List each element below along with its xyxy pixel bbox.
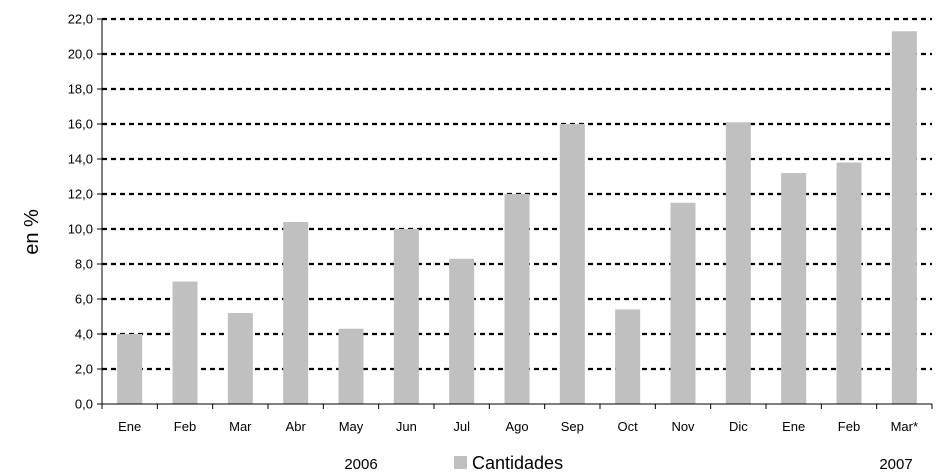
- x-tick-label: Sep: [561, 419, 584, 434]
- y-tick-label: 20,0: [68, 47, 93, 62]
- bar: [172, 281, 198, 404]
- legend: Cantidades: [454, 453, 563, 473]
- x-tick-label: May: [339, 419, 364, 434]
- bar: [393, 229, 419, 404]
- y-tick-label: 14,0: [68, 152, 93, 167]
- x-tick-label: Jul: [453, 419, 470, 434]
- x-tick-label: Abr: [286, 419, 307, 434]
- y-tick-label: 0,0: [75, 397, 93, 412]
- year-label-2006: 2006: [344, 456, 377, 473]
- y-tick-label: 8,0: [75, 257, 93, 272]
- x-tick-label: Feb: [174, 419, 196, 434]
- bar: [836, 162, 862, 404]
- bar: [891, 31, 917, 404]
- x-tick-label: Feb: [838, 419, 860, 434]
- y-tick-label: 18,0: [68, 82, 93, 97]
- y-tick-label: 2,0: [75, 362, 93, 377]
- x-tick-label: Nov: [671, 419, 695, 434]
- bars: [117, 31, 917, 404]
- x-tick-labels: Ene Feb Mar Abr May Jun Jul Ago Sep Oct Nov Dic Ene F…: [118, 419, 918, 434]
- bar: [670, 202, 696, 404]
- x-tick-label: Jun: [396, 419, 417, 434]
- year-label-2007: 2007: [879, 456, 912, 473]
- bar: [725, 122, 751, 404]
- x-tick-label: Oct: [618, 419, 639, 434]
- x-tick-label: Ene: [782, 419, 805, 434]
- y-tick-label: 12,0: [68, 187, 93, 202]
- x-tick-label: Mar*: [891, 419, 918, 434]
- bar: [559, 124, 585, 404]
- legend-label: Cantidades: [472, 453, 563, 473]
- x-tick-label: Mar: [229, 419, 252, 434]
- y-tick-label: 16,0: [68, 117, 93, 132]
- y-tick-label: 22,0: [68, 12, 93, 27]
- bar: [781, 173, 807, 404]
- y-axis-label: en %: [21, 209, 43, 255]
- bar: [117, 334, 143, 404]
- x-tick-label: Ago: [505, 419, 528, 434]
- y-tick-labels: 0,0 2,0 4,0 6,0 8,0 10,0 12,0 14,0 16,0 18,0 20,0 2…: [68, 12, 93, 412]
- bar: [283, 222, 309, 404]
- bar: [615, 309, 641, 404]
- bar: [504, 194, 530, 404]
- bar: [449, 258, 475, 404]
- bar: [227, 313, 253, 404]
- x-tick-label: Ene: [118, 419, 141, 434]
- y-tick-label: 4,0: [75, 327, 93, 342]
- y-tick-label: 10,0: [68, 222, 93, 237]
- legend-swatch: [454, 456, 467, 469]
- y-tick-label: 6,0: [75, 292, 93, 307]
- x-tick-label: Dic: [729, 419, 748, 434]
- axes: [97, 18, 933, 409]
- bar: [338, 328, 364, 404]
